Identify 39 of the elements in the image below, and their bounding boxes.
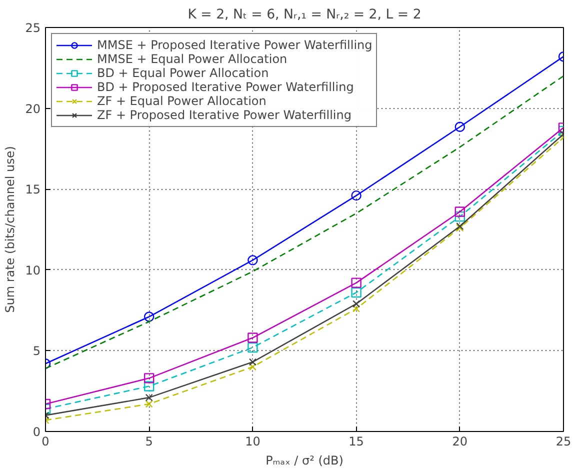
point [248, 255, 258, 266]
x-tick-label: 10 [245, 434, 260, 448]
point [145, 394, 153, 402]
legend-label: MMSE + Equal Power Allocation [97, 52, 288, 66]
legend-label: BD + Equal Power Allocation [97, 66, 269, 80]
point [144, 373, 154, 384]
y-axis-title: Sum rate (bits/channel use) [3, 146, 18, 313]
y-tick-label: 20 [25, 102, 41, 116]
chart-title: K = 2, Nₜ = 6, Nᵣ,₁ = Nᵣ,₂ = 2, L = 2 [188, 8, 422, 22]
point [248, 363, 256, 371]
point [144, 381, 154, 392]
point [144, 312, 154, 322]
legend-label: BD + Proposed Iterative Power Waterfilling [97, 80, 354, 94]
legend-label: MMSE + Proposed Iterative Power Waterfilling [97, 38, 372, 52]
y-tick-label: 25 [25, 21, 41, 35]
x-tick-label: 25 [556, 434, 572, 448]
point [352, 300, 360, 308]
y-tick-label: 0 [32, 425, 41, 439]
point [351, 278, 362, 288]
point [248, 342, 258, 353]
x-tick-label: 5 [145, 434, 153, 448]
point [145, 400, 153, 408]
point [454, 211, 465, 222]
point [351, 190, 362, 201]
point [454, 206, 465, 217]
point [248, 358, 256, 366]
x-tick-label: 15 [348, 434, 364, 448]
x-axis-title: Pₘₐₓ / σ² (dB) [266, 454, 344, 468]
y-tick-label: 10 [25, 263, 41, 278]
y-tick-label: 5 [32, 344, 41, 358]
x-tick-label: 0 [42, 434, 50, 448]
point [248, 332, 258, 343]
legend-label: ZF + Equal Power Allocation [97, 94, 266, 108]
y-tick-label: 15 [25, 182, 41, 197]
point [454, 122, 465, 132]
point [352, 304, 360, 312]
point [351, 287, 362, 298]
x-tick-label: 20 [452, 434, 468, 448]
legend-label: ZF + Proposed Iterative Power Waterfilling [97, 108, 352, 122]
